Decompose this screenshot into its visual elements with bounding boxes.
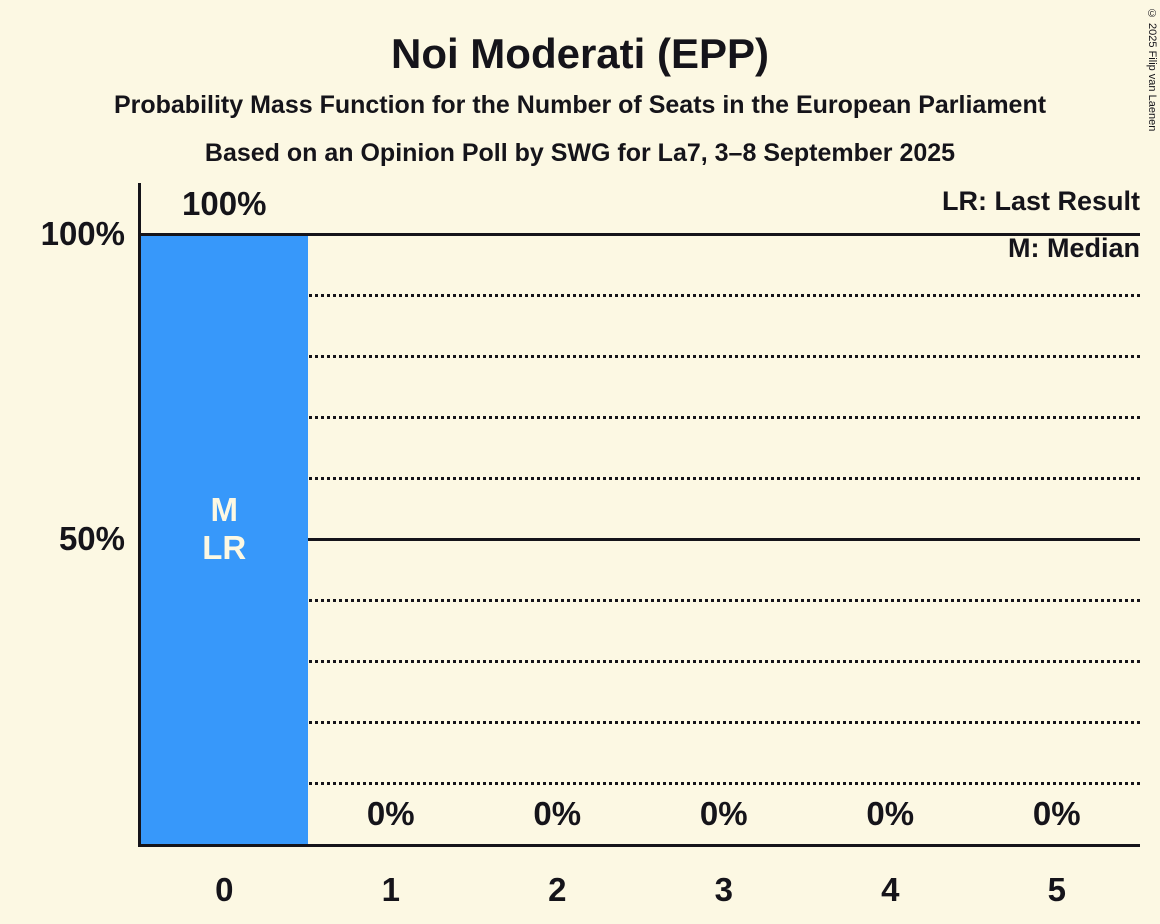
- gridline-40pct: [141, 598, 1140, 602]
- chart-title: Noi Moderati (EPP): [390, 30, 770, 77]
- x-tick-label-1: 1: [381, 871, 400, 908]
- y-tick-label-50pct: 50%: [58, 520, 125, 557]
- value-label-4: 0%: [866, 795, 915, 832]
- gridline-30pct: [141, 659, 1140, 663]
- gridline-100pct: [141, 232, 1140, 236]
- y-tick-label-100pct: 100%: [40, 215, 125, 252]
- x-tick-label-4: 4: [881, 871, 900, 908]
- value-label-0: 100%: [182, 185, 267, 222]
- bar-annotation-0: M LR: [202, 491, 247, 566]
- legend-median: M: Median: [1008, 233, 1140, 263]
- x-tick-label-2: 2: [548, 871, 567, 908]
- gridline-60pct: [141, 476, 1140, 480]
- x-tick-label-3: 3: [714, 871, 733, 908]
- gridline-50pct: [141, 537, 1140, 541]
- x-tick-label-5: 5: [1047, 871, 1066, 908]
- value-label-3: 0%: [699, 795, 748, 832]
- value-label-1: 0%: [366, 795, 415, 832]
- copyright-notice: © 2025 Filip van Laenen: [1146, 8, 1158, 132]
- legend-last-result: LR: Last Result: [941, 186, 1140, 216]
- value-label-5: 0%: [1032, 795, 1081, 832]
- chart-subtitle: Probability Mass Function for the Number…: [113, 91, 1047, 119]
- plot-area: M LR 100% 0% 0% 0% 0% 0% 0 1 2 3 4 5: [138, 183, 1140, 908]
- gridline-90pct: [141, 293, 1140, 297]
- poll-source-line: Based on an Opinion Poll by SWG for La7,…: [204, 139, 956, 167]
- value-label-2: 0%: [533, 795, 582, 832]
- gridline-20pct: [141, 720, 1140, 724]
- x-tick-label-0: 0: [215, 871, 234, 908]
- gridline-80pct: [141, 354, 1140, 358]
- bar-seats-0: [141, 234, 308, 844]
- gridline-70pct: [141, 415, 1140, 419]
- gridline-10pct: [141, 781, 1140, 785]
